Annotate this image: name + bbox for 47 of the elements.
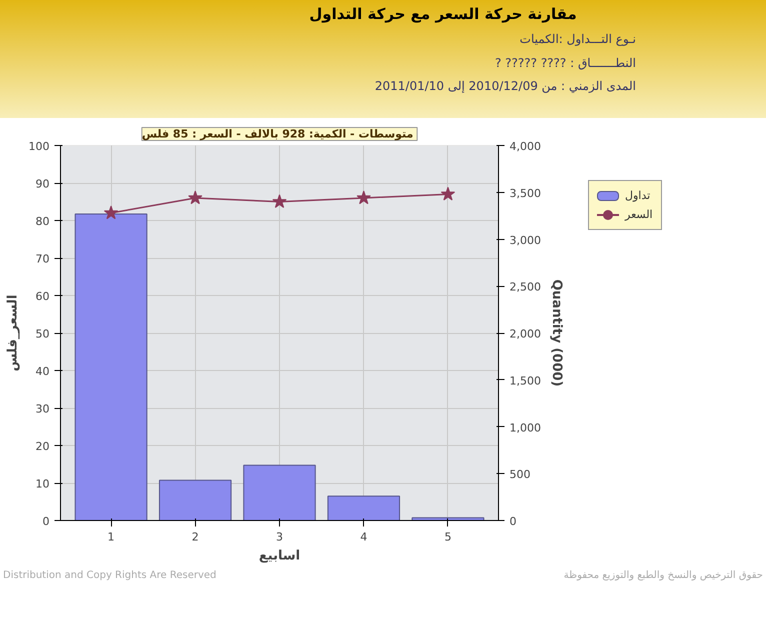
point xyxy=(272,194,287,208)
y-tick-label: 60 xyxy=(36,290,50,303)
chart-subtitle: متوسطات - الكمية: 928 بالالف - السعر : 85 فلس xyxy=(142,128,414,140)
y-tick-label: 30 xyxy=(36,402,50,416)
y-tick-label: 80 xyxy=(36,215,50,228)
bar xyxy=(412,517,484,520)
point xyxy=(104,206,118,220)
y-tick-label: 50 xyxy=(36,328,50,340)
x-tick-label: 1 xyxy=(108,530,115,544)
y2-tick-label: 500 xyxy=(510,468,530,482)
bar xyxy=(158,480,232,520)
text: المدى الزمني : من 2010/12/09 إلى 2011/01/10 xyxy=(374,78,636,95)
y2-axis-title: Quantity (000) xyxy=(548,279,564,387)
x-tick-label: 2 xyxy=(192,530,199,544)
y2-tick-label: 1,500 xyxy=(510,374,541,388)
point xyxy=(356,190,371,204)
y2-tick-label: 1,000 xyxy=(510,421,541,434)
point xyxy=(188,190,202,204)
chart-title: مقارنة حركة السعر مع حركة التداول xyxy=(308,4,578,25)
y2-tick-label: 0 xyxy=(510,515,516,528)
y-tick-label: 100 xyxy=(28,140,50,153)
y-tick-label: 10 xyxy=(36,478,50,490)
text: حقوق الترخيص والنسخ والطبع والتوزيع محفوظة xyxy=(564,569,763,583)
text: Distribution and Copy Rights Are Reserved xyxy=(3,569,216,583)
x-axis-title: اسابيع xyxy=(258,548,300,564)
y2-tick-label: 3,500 xyxy=(510,186,541,200)
y-tick-label: 90 xyxy=(36,178,50,190)
y-axis-title: السعر_فلس xyxy=(6,294,21,372)
bar xyxy=(74,213,148,520)
y2-tick-label: 2,000 xyxy=(510,328,541,340)
x-tick-label: 5 xyxy=(444,530,452,544)
x-tick-label: 4 xyxy=(360,530,368,544)
y2-tick-label: 4,000 xyxy=(510,140,541,153)
y2-tick-label: 2,500 xyxy=(510,280,541,294)
x-tick-label: 3 xyxy=(276,530,283,544)
legend-label: تداول xyxy=(625,188,650,204)
text: نـوع التـــداول :الكميات xyxy=(518,31,636,48)
bar xyxy=(243,464,316,520)
point xyxy=(440,186,456,200)
bar xyxy=(327,496,400,520)
y-tick-label: 0 xyxy=(42,515,50,528)
y2-tick-label: 3,000 xyxy=(510,234,541,247)
y-tick-label: 20 xyxy=(36,440,50,453)
legend-label: السعر xyxy=(625,206,653,222)
y-tick-label: 70 xyxy=(36,252,50,266)
y-tick-label: 40 xyxy=(36,365,50,378)
text: النطـــــــاق : ???? ????? ? xyxy=(494,54,636,72)
